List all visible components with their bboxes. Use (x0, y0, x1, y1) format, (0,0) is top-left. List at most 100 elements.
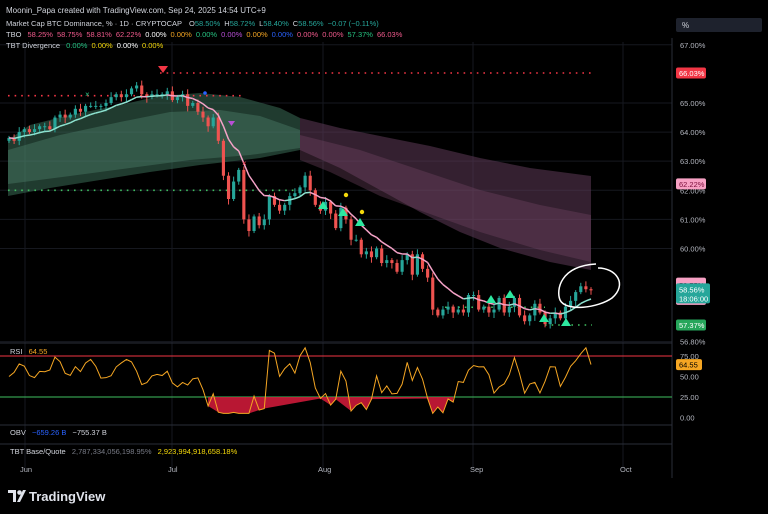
tbt-divergence-legend[interactable]: TBT Divergence 0.00% 0.00% 0.00% 0.00% (6, 41, 164, 50)
tbo-value: 58.81% (86, 30, 112, 39)
fast-ema-line (534, 308, 541, 311)
candle-body (482, 306, 486, 310)
tradingview-logo-icon (8, 490, 26, 502)
tbt-value: 0.00% (142, 41, 164, 50)
candle-body (58, 114, 62, 118)
countdown-label: 18:06:00 (679, 294, 708, 303)
candle-body (538, 303, 542, 313)
fast-ema-line (182, 94, 188, 99)
fast-ema-line (207, 107, 214, 111)
fast-ema-line (432, 270, 439, 280)
fast-ema-line (202, 103, 209, 109)
tbo-value: 66.03% (377, 30, 403, 39)
obv-legend[interactable]: OBV −659.26 B −755.37 B (10, 428, 107, 437)
chart-annotations: ×× (85, 66, 621, 326)
candle-series (7, 80, 593, 329)
fast-ema-line (514, 303, 520, 307)
fast-ema-line (197, 100, 204, 105)
fast-ema-line (49, 127, 56, 132)
rsi-tick-label: 50.00 (680, 373, 699, 382)
price-tick-label: 65.00% (680, 99, 706, 108)
fast-ema-line (64, 122, 71, 126)
candle-body (38, 126, 42, 130)
rsi-title: RSI (10, 347, 23, 356)
fast-ema-line (565, 309, 571, 314)
candle-body (272, 196, 277, 205)
candle-body (431, 277, 435, 310)
tbo-value: 57.37% (348, 30, 374, 39)
tbt-base-legend[interactable]: TBT Base/Quote 2,787,334,056,198.95% 2,9… (10, 447, 238, 456)
buy-signal-marker (338, 208, 348, 216)
brand-name: TradingView (29, 489, 106, 504)
rsi-legend[interactable]: RSI 64.55 (10, 347, 47, 356)
time-axis[interactable]: Jun Jul Aug Sep Oct (20, 465, 633, 474)
candle-body (17, 132, 21, 141)
fast-ema-line (167, 94, 173, 97)
fast-ema-line (575, 302, 582, 308)
price-tick-label: 60.00% (680, 244, 706, 253)
fast-ema-line (345, 208, 352, 215)
tbt-base-title: TBT Base/Quote (10, 447, 66, 456)
buy-signal-marker (561, 318, 571, 326)
tbo-value: 0.00% (171, 30, 193, 39)
candle-body (221, 140, 225, 176)
candle-body (584, 286, 588, 290)
price-marker-tag (676, 178, 706, 190)
scale-mode-button[interactable] (676, 18, 762, 32)
tbo-value: 0.00% (272, 30, 294, 39)
fast-ema-line (39, 130, 45, 134)
fast-ema-line (29, 133, 35, 136)
price-marker-label: 66.03% (679, 69, 705, 78)
fast-ema-line (509, 303, 515, 306)
fast-ema-line (376, 236, 383, 243)
candle-body (313, 190, 317, 205)
fast-ema-line (529, 308, 536, 311)
candle-body (400, 260, 404, 272)
tbo-value: 0.00% (196, 30, 218, 39)
fast-ema-line (274, 196, 280, 201)
fast-ema-line (19, 135, 25, 138)
candle-body (63, 114, 67, 118)
cross-marker: × (242, 159, 247, 168)
tbt-label: TBT Divergence (6, 41, 60, 50)
fast-ema-line (116, 103, 122, 107)
fast-ema-line (340, 205, 347, 210)
cross-marker: × (85, 90, 90, 99)
time-tick-label: Jul (168, 465, 178, 474)
fast-ema-line (238, 150, 245, 164)
candle-body (472, 295, 476, 297)
candle-body (196, 102, 200, 112)
fast-ema-line (493, 302, 500, 305)
fast-ema-line (100, 109, 107, 113)
fast-ema-line (80, 115, 86, 120)
candle-body (574, 292, 578, 301)
candle-body (262, 219, 266, 226)
tbo-legend[interactable]: TBO 58.25% 58.75% 58.81% 62.22% 0.00% 0.00% 0.… (6, 30, 403, 39)
price-axis[interactable]: 67.00% 65.00% 64.00% 63.00% 62.00% 61.00% 60.0… (676, 41, 710, 347)
ohlc-val-c: 58.56% (298, 19, 324, 28)
fast-ema-line (24, 134, 30, 137)
fast-ema-line (269, 195, 275, 199)
fast-ema-line (13, 136, 20, 140)
fast-ema-line (279, 199, 285, 202)
candle-body (487, 306, 491, 313)
candle-body (446, 306, 450, 310)
ohlc-key-h: H (224, 19, 229, 28)
fast-ema-line (95, 110, 102, 114)
fast-ema-line (365, 229, 372, 236)
rsi-tick-label: 0.00 (680, 414, 695, 423)
rsi-value: 64.55 (29, 347, 48, 356)
price-tick-label: 61.00% (680, 215, 706, 224)
fast-ema-line (131, 96, 137, 101)
fast-ema-line (309, 191, 316, 196)
candle-body (242, 169, 246, 220)
fast-ema-line (524, 307, 530, 311)
ohlc-key-l: L (259, 19, 263, 28)
tbo-value: 58.25% (28, 30, 54, 39)
fast-ema-line (544, 311, 551, 314)
candle-body (43, 126, 47, 128)
rsi-oversold-fill (208, 397, 454, 414)
price-tick-label: 63.00% (680, 157, 706, 166)
fast-ema-line (34, 131, 40, 135)
candle-body (364, 251, 368, 255)
